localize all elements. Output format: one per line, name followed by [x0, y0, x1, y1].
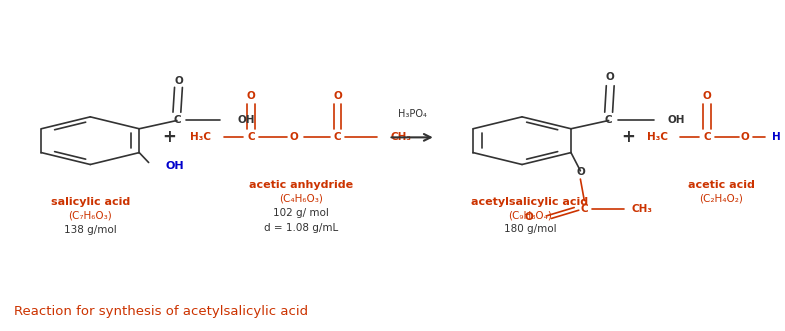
Text: H₃C: H₃C	[648, 132, 668, 142]
Text: O: O	[703, 91, 712, 101]
Text: C: C	[334, 132, 341, 142]
Text: 180 g/mol: 180 g/mol	[503, 224, 557, 234]
Text: O: O	[524, 212, 533, 222]
Text: acetic anhydride: acetic anhydride	[249, 180, 353, 190]
Text: (C₂H₄O₂): (C₂H₄O₂)	[699, 194, 743, 204]
Text: (C₄H₆O₃): (C₄H₆O₃)	[279, 194, 323, 204]
Text: O: O	[246, 91, 256, 101]
Text: C: C	[173, 116, 181, 125]
Text: acetic acid: acetic acid	[688, 180, 754, 190]
Text: acetylsalicylic acid: acetylsalicylic acid	[471, 197, 589, 207]
Text: d = 1.08 g/mL: d = 1.08 g/mL	[264, 223, 338, 233]
Text: C: C	[580, 204, 588, 214]
Text: OH: OH	[237, 116, 255, 125]
Text: O: O	[174, 76, 183, 86]
Text: C: C	[247, 132, 255, 142]
Text: O: O	[740, 132, 750, 142]
Text: OH: OH	[166, 161, 184, 171]
Text: +: +	[621, 128, 635, 146]
Text: 138 g/mol: 138 g/mol	[64, 225, 117, 235]
Text: O: O	[333, 91, 342, 101]
Text: O: O	[290, 132, 299, 142]
Text: O: O	[576, 167, 585, 177]
Text: 102 g/ mol: 102 g/ mol	[273, 209, 329, 218]
Text: H₃PO₄: H₃PO₄	[398, 109, 426, 119]
Text: H₃C: H₃C	[190, 132, 210, 142]
Text: (C₉H₈O₄): (C₉H₈O₄)	[508, 210, 552, 220]
Text: H: H	[772, 132, 781, 142]
Text: C: C	[703, 132, 711, 142]
Text: salicylic acid: salicylic acid	[51, 197, 130, 207]
Text: (C₇H₆O₃): (C₇H₆O₃)	[68, 210, 112, 220]
Text: C: C	[604, 116, 612, 125]
Text: O: O	[606, 72, 615, 82]
Text: CH₃: CH₃	[390, 132, 411, 142]
Text: CH₃: CH₃	[631, 204, 652, 214]
Text: +: +	[162, 128, 176, 146]
Text: Reaction for synthesis of acetylsalicylic acid: Reaction for synthesis of acetylsalicyli…	[14, 305, 309, 318]
Text: OH: OH	[667, 116, 685, 125]
